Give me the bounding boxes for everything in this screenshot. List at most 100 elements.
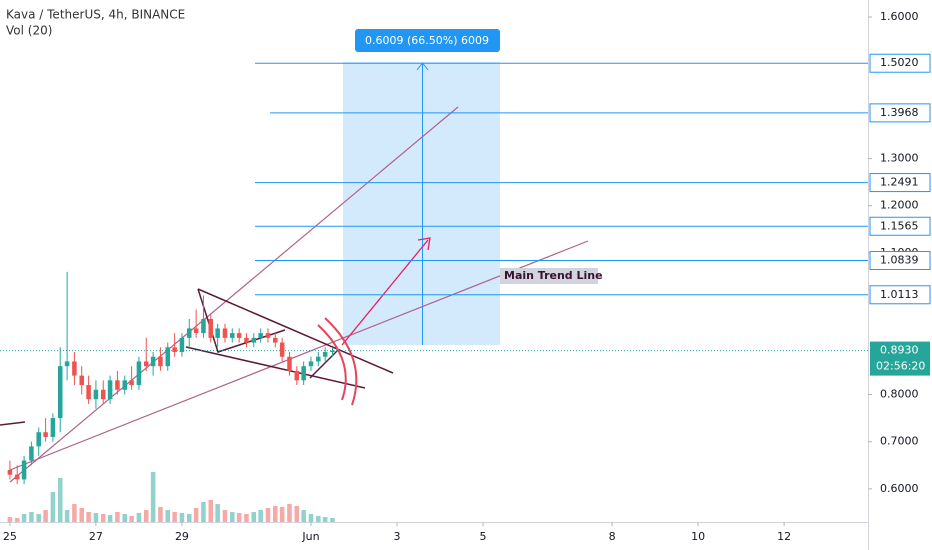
volume-bar — [64, 510, 70, 522]
volume-bar — [186, 514, 192, 522]
y-tick-label: 1.3000 — [880, 152, 919, 165]
volume-bar — [301, 510, 306, 522]
x-tick-label: 29 — [175, 530, 189, 543]
candle-body — [186, 328, 192, 338]
candle-body — [57, 366, 63, 419]
y-tick-label: 0.7000 — [880, 435, 919, 448]
volume-bar — [36, 514, 41, 522]
candle-body — [86, 385, 91, 400]
candle-body — [50, 418, 56, 437]
y-tick-label: 0.8000 — [880, 387, 919, 400]
level-label: 1.0839 — [880, 254, 919, 267]
volume-bar — [279, 507, 285, 522]
level-label-box — [869, 251, 931, 271]
volume-bar — [193, 508, 199, 522]
volume-bar — [129, 516, 134, 522]
candle-body — [21, 460, 27, 480]
volume-bar — [208, 500, 214, 522]
candle-body — [93, 389, 99, 400]
x-tick-label: 3 — [394, 530, 401, 543]
volume-bar — [244, 514, 249, 522]
candle-body — [36, 432, 41, 447]
candle-body — [208, 318, 214, 338]
candle-body — [279, 342, 285, 357]
trend-line — [9, 106, 459, 483]
y-tick-label: 1.6000 — [880, 10, 919, 23]
x-tick-label: 25 — [3, 530, 17, 543]
volume-bar — [330, 518, 335, 522]
candle-body — [107, 380, 113, 400]
candle-body — [236, 333, 242, 338]
volume-bar — [72, 504, 77, 522]
volume-bar — [21, 514, 27, 522]
volume-bar — [251, 512, 257, 522]
volume-bar — [230, 512, 235, 522]
arc — [324, 317, 358, 406]
volume-bar — [107, 515, 113, 522]
level-label: 1.3968 — [880, 106, 919, 119]
volume-bar — [150, 472, 156, 522]
drawings: 0.6009 (66.50%) 6009 Main Trend Line — [0, 29, 868, 483]
candle-body — [215, 328, 220, 338]
volume-bar — [273, 506, 278, 522]
volume-bar — [258, 510, 263, 522]
candle-body — [7, 469, 13, 475]
x-tick-label: 27 — [89, 530, 103, 543]
candle-body — [79, 375, 84, 386]
candle-body — [258, 333, 263, 338]
volume-bar — [43, 510, 48, 522]
candle-body — [287, 356, 292, 371]
volume-bar — [122, 514, 128, 522]
last-price-label: 0.8930 — [880, 344, 919, 357]
volume-bar — [165, 510, 171, 522]
projection-arrow-head — [417, 237, 431, 251]
level-label-box — [869, 285, 931, 305]
volume-bar — [136, 513, 142, 522]
annotation: Main Trend Line — [504, 269, 603, 282]
volume-bar — [222, 510, 228, 522]
candle-body — [251, 337, 257, 343]
candle-body — [100, 389, 106, 400]
candle-body — [165, 347, 171, 367]
level-label-box — [869, 53, 931, 73]
candle-body — [330, 350, 335, 353]
measure-label: 0.6009 (66.50%) 6009 — [365, 34, 489, 47]
projection-arrow — [341, 239, 429, 346]
candle-body — [265, 333, 271, 338]
volume-bar — [29, 512, 34, 522]
wave-line — [309, 349, 339, 379]
volume-legend: Vol (20) — [6, 24, 52, 38]
candle-body — [308, 361, 314, 367]
volume-bar — [322, 517, 328, 522]
x-tick-label: 10 — [691, 530, 705, 543]
volume-bar — [143, 510, 149, 522]
volume-bar — [316, 516, 321, 522]
candle-body — [222, 328, 228, 338]
x-tick-label: Jun — [301, 530, 319, 543]
x-tick-label: 5 — [480, 530, 487, 543]
candle-body — [244, 337, 249, 343]
candle-body — [322, 352, 328, 357]
level-label-box — [869, 216, 931, 236]
candle-body — [143, 361, 149, 367]
volume-bar — [308, 514, 314, 522]
chart-title: Kava / TetherUS, 4h, BINANCE — [6, 8, 185, 22]
level-label: 1.1565 — [880, 219, 919, 232]
candle-body — [193, 328, 199, 334]
candle-body — [316, 356, 321, 362]
candle-body — [158, 356, 163, 367]
volume-bar — [158, 507, 163, 522]
annotation-box — [500, 268, 598, 284]
volume-bar — [50, 492, 56, 522]
x-tick-label: 12 — [777, 530, 791, 543]
candle-body — [129, 380, 134, 386]
volume-bar — [294, 506, 300, 522]
wave-line — [0, 421, 26, 426]
level-label: 1.2491 — [880, 176, 919, 189]
volume-bar — [179, 513, 185, 522]
candle-body — [72, 361, 77, 376]
level-label: 1.0113 — [880, 288, 919, 301]
volume-bar — [57, 478, 63, 522]
candle-body — [64, 361, 70, 367]
